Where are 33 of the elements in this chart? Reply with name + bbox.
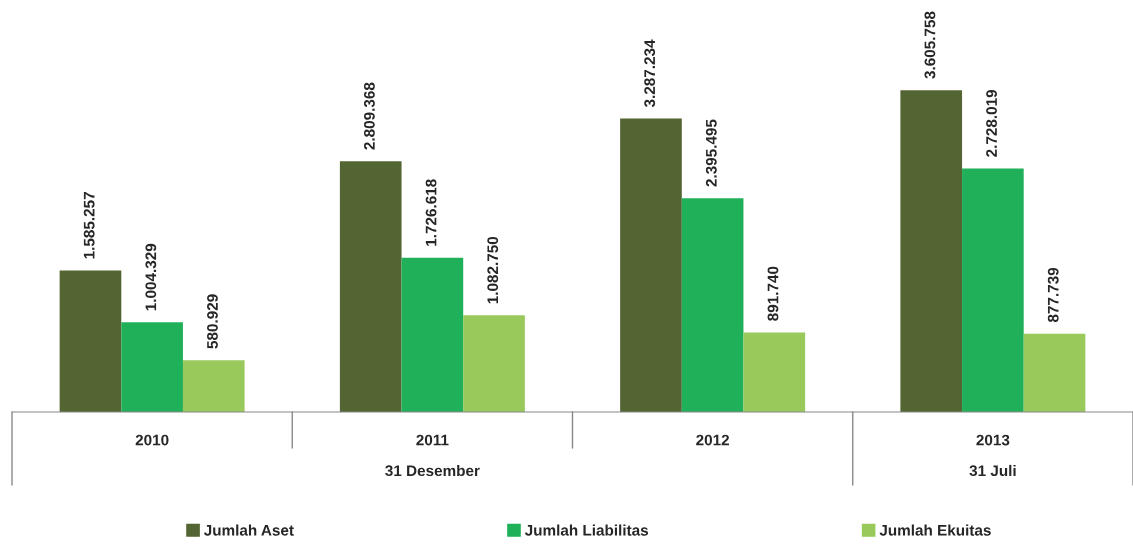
data-label: 2.395.495: [705, 119, 717, 187]
data-label: 1.585.257: [83, 192, 95, 259]
text: 31 Desember: [385, 464, 480, 477]
data-label: 1.726.618: [425, 179, 437, 246]
bar: [339, 161, 402, 412]
x-tick-label: 2012: [696, 434, 730, 446]
x-tick-label: 2010: [135, 434, 169, 446]
data-label: 580.929: [207, 294, 218, 349]
data-label: 1.082.750: [487, 236, 499, 304]
text: 31 Juli: [969, 464, 1016, 477]
bar: [743, 332, 806, 412]
data-label: 877.739: [1047, 267, 1059, 323]
legend-label: Jumlah Liabilitas: [524, 524, 649, 536]
bar: [59, 270, 122, 412]
bar: [962, 168, 1024, 412]
data-label: 1.004.329: [145, 243, 157, 311]
bar: [121, 322, 183, 412]
bar: [681, 198, 744, 412]
legend-label: Jumlah Ekuitas: [879, 524, 991, 536]
bar: [401, 257, 464, 412]
data-label: 3.287.234: [644, 39, 656, 108]
data-label: 2.809.368: [364, 82, 375, 150]
data-label: 2.728.019: [986, 89, 997, 157]
bar: [900, 90, 963, 412]
bar: [1023, 333, 1086, 412]
bar: [182, 360, 245, 412]
data-label: 891.740: [767, 266, 779, 321]
legend-label: Jumlah Aset: [203, 524, 294, 536]
bar: [463, 315, 525, 412]
x-tick-label: 2011: [416, 434, 449, 446]
data-label: 3.605.758: [924, 11, 936, 79]
bar: [620, 118, 682, 412]
x-tick-label: 2013: [976, 434, 1010, 446]
